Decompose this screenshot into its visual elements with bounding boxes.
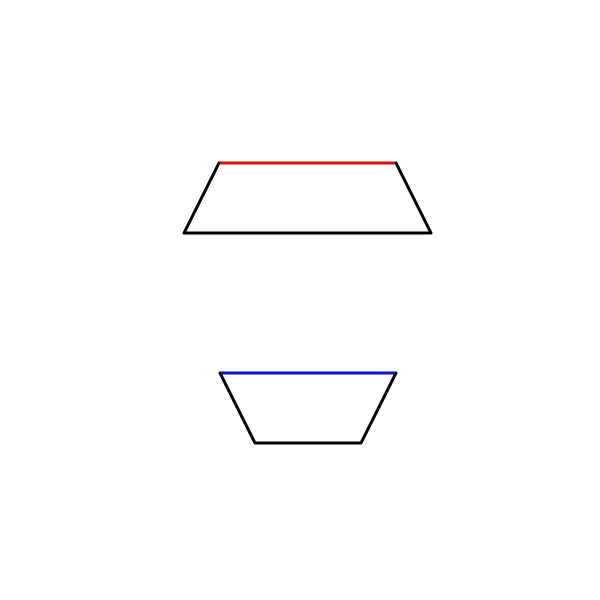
lower-trapezoid-outline: [218, 371, 398, 445]
lower-trapezoid: [218, 371, 398, 445]
upper-trapezoid-outline: [182, 161, 433, 235]
upper-trapezoid: [182, 161, 433, 235]
